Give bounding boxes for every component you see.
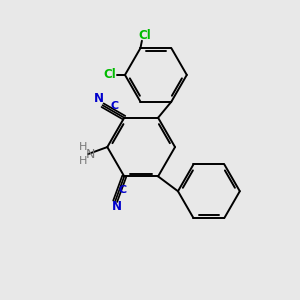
Text: N: N (86, 148, 96, 160)
Text: N: N (112, 200, 122, 213)
Text: H: H (78, 157, 87, 166)
Text: C: C (118, 184, 126, 195)
Text: Cl: Cl (103, 68, 116, 81)
Text: N: N (94, 92, 104, 105)
Text: Cl: Cl (139, 29, 151, 42)
Text: C: C (111, 101, 119, 111)
Text: H: H (78, 142, 87, 152)
